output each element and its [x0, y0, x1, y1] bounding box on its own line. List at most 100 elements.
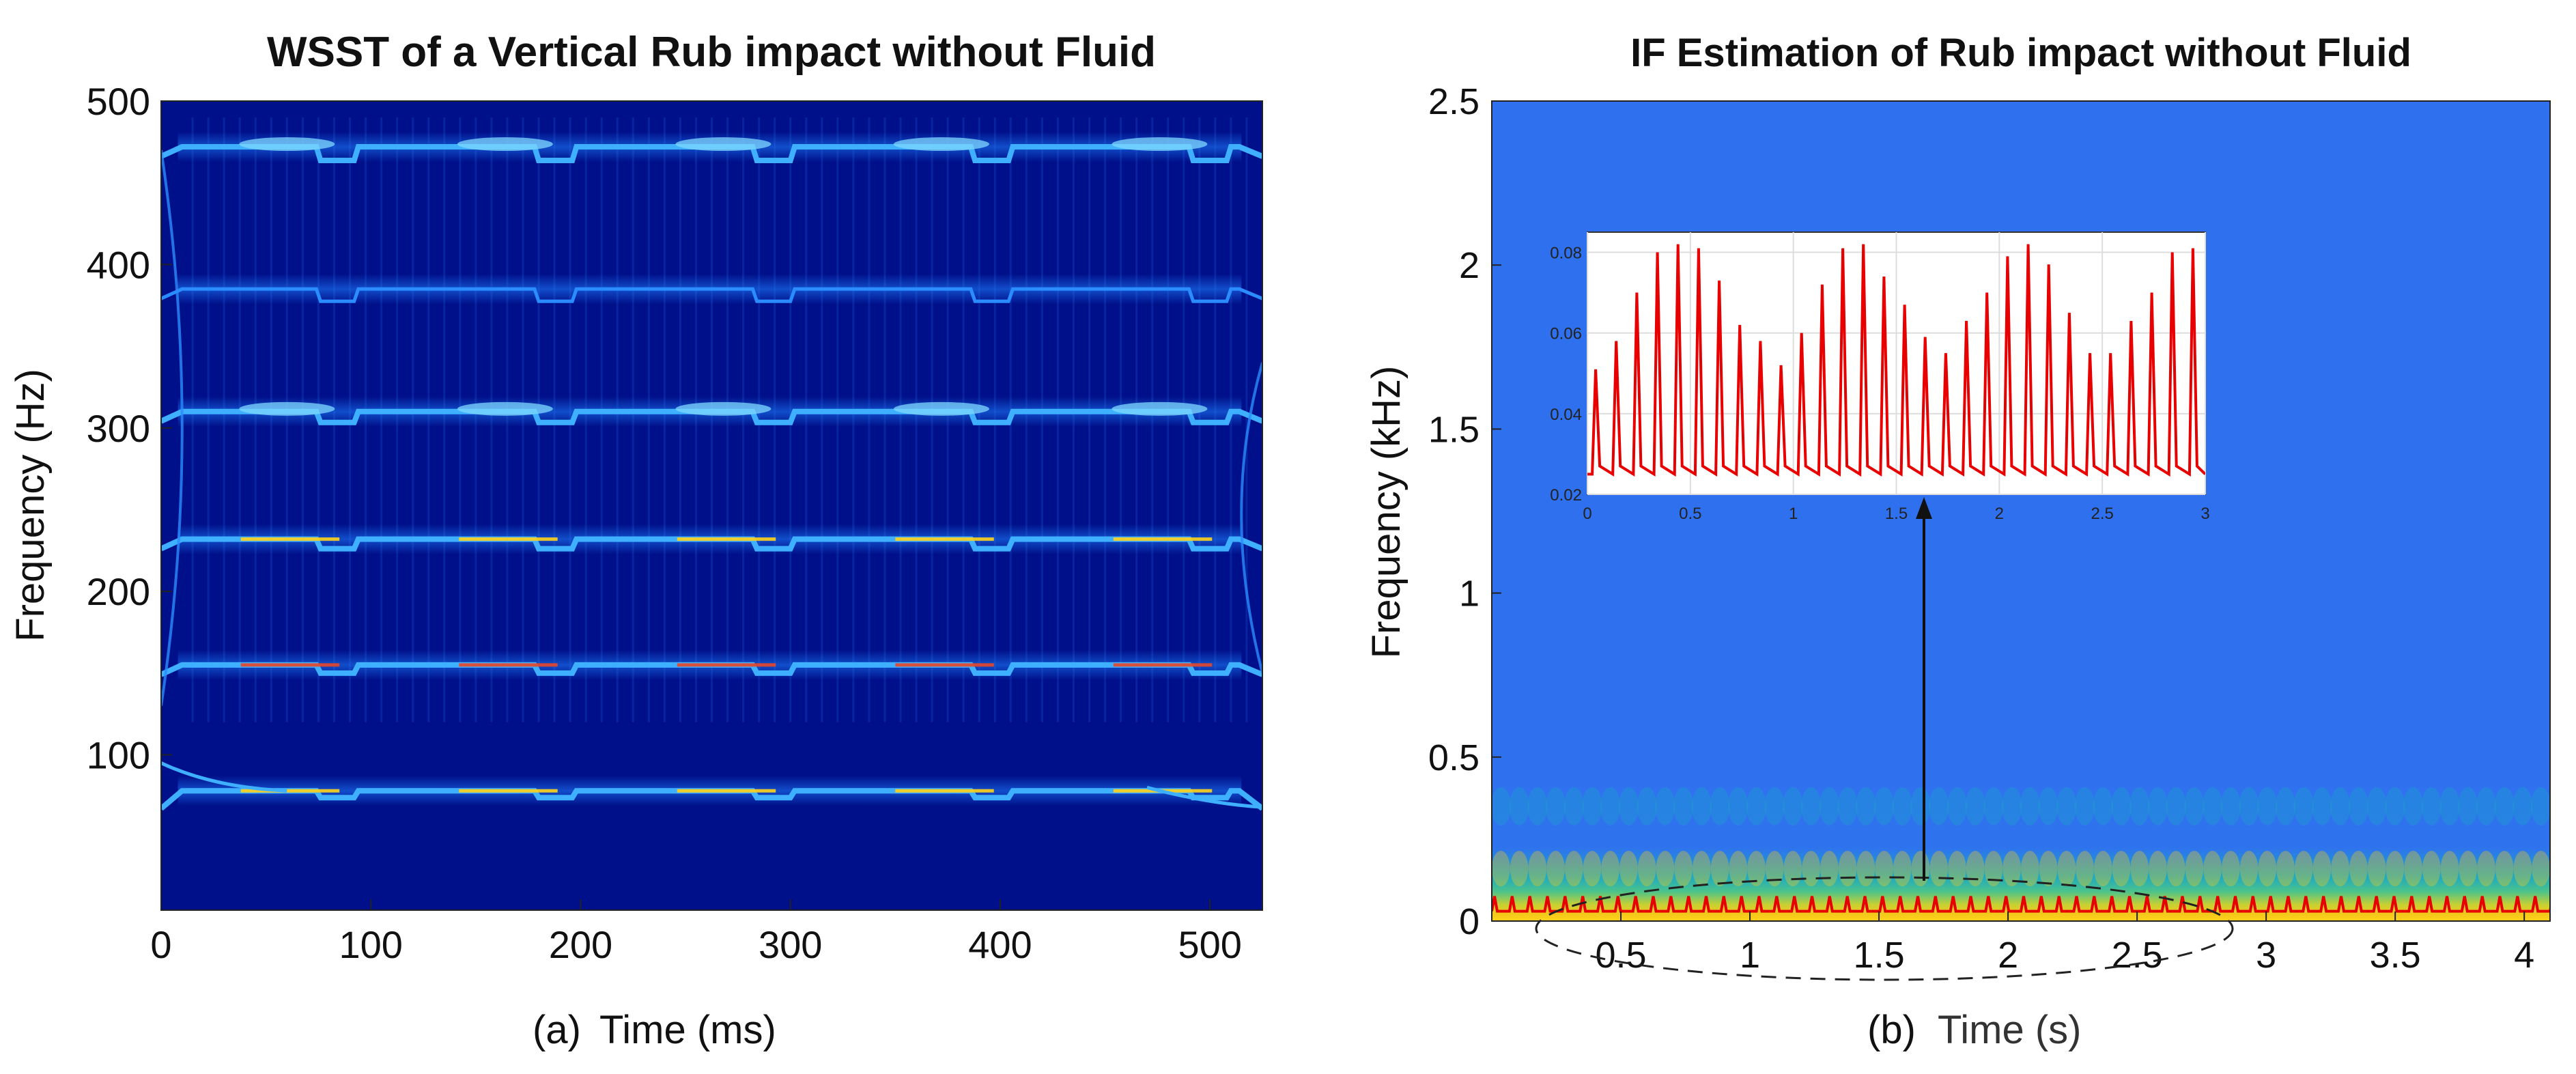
chart-b-scallop	[1966, 851, 1985, 887]
chart-b-ytick-label: 1.5	[1428, 409, 1480, 450]
chart-b-ylabel: Frequency (kHz)	[1364, 366, 1409, 659]
chart-b-scallop	[2459, 851, 2478, 887]
chart-b-scallop	[1819, 787, 1840, 825]
chart-b-scallop	[1546, 851, 1565, 887]
chart-a-ylabel: Frequency (Hz)	[8, 369, 53, 642]
chart-a-ridge-blob	[893, 401, 989, 416]
chart-a-ytick-label: 500	[87, 80, 150, 123]
chart-b-scallop	[1929, 787, 1949, 825]
chart-b-energy	[1492, 757, 2550, 921]
chart-b-scallop	[2275, 787, 2296, 825]
chart-a-title: WSST of a Vertical Rub impact without Fl…	[267, 29, 1156, 76]
chart-b-scallop	[2513, 851, 2532, 887]
chart-a-xlabel: Time (ms)	[599, 1008, 776, 1052]
chart-b-ytick-label: 0.5	[1428, 737, 1480, 778]
chart-b-scallop	[1965, 787, 1985, 825]
inset-ytick-label: 0.04	[1550, 406, 1582, 424]
chart-b-scallop	[2039, 851, 2058, 887]
chart-b-if-estimate	[1492, 896, 2550, 913]
chart-b-scallop	[2076, 851, 2094, 887]
chart-a-frame	[160, 100, 1263, 911]
chart-b-xtick-label: 2.5	[2112, 935, 2163, 976]
chart-a-ytick-label: 100	[87, 734, 150, 777]
chart-b-scallop	[2220, 787, 2241, 825]
chart-b-scallop	[2149, 851, 2167, 887]
chart-b-scallop	[2349, 851, 2368, 887]
chart-a-xtick-label: 300	[759, 923, 822, 966]
chart-b-scallop	[1509, 787, 1529, 825]
chart-b-scallop	[2421, 787, 2441, 825]
chart-b-scallop	[1692, 851, 1711, 887]
chart-b-scallop	[2258, 851, 2277, 887]
chart-b-scallop	[1947, 787, 1968, 825]
chart-b-scallop	[2184, 787, 2205, 825]
chart-b-xtick-label: 1.5	[1854, 935, 1905, 976]
chart-b-scallop	[2385, 787, 2405, 825]
chart-b-scallop	[2203, 851, 2222, 887]
chart-b-scallop	[1656, 851, 1675, 887]
chart-b-scallop	[2093, 851, 2112, 887]
chart-b-scallop	[1545, 787, 1566, 825]
chart-b-scallop	[1710, 787, 1730, 825]
chart-b-scallop	[1910, 787, 1931, 825]
chart-b-xtick-label: 1	[1740, 935, 1760, 976]
chart-b-scallop	[1710, 851, 1729, 887]
chart-b-scallop	[2513, 787, 2533, 825]
chart-b-scallop	[1600, 787, 1621, 825]
chart-b-scallop	[2239, 851, 2259, 887]
chart-b-scallop	[1856, 787, 1876, 825]
chart-b-scallop	[1783, 787, 1803, 825]
chart-b-energy-band	[1492, 757, 2550, 921]
chart-b-scallop	[2386, 851, 2405, 887]
chart-b-scallop	[1856, 851, 1876, 887]
chart-b-scallop	[1601, 851, 1620, 887]
chart-b-xlabel: Time (s)	[1938, 1008, 2081, 1052]
chart-b-scallop	[2439, 787, 2460, 825]
chart-a-ridge-blob	[457, 401, 553, 416]
chart-b-scallop	[1875, 851, 1893, 887]
chart-b-scallop	[2403, 787, 2424, 825]
chart-b-scallop	[2422, 851, 2441, 887]
chart-b-scallop	[2312, 851, 2332, 887]
inset-ytick-label: 0.06	[1550, 325, 1582, 343]
chart-b-scallop	[1563, 787, 1584, 825]
chart-b-scallop	[1820, 851, 1839, 887]
inset-xtick-label: 2.5	[2091, 505, 2113, 523]
chart-a-ytick-label: 300	[87, 407, 150, 450]
chart-b-scallop	[2166, 851, 2185, 887]
zoom-region-ellipse	[1535, 876, 2234, 981]
chart-b-scallop	[1783, 851, 1802, 887]
chart-b-scallop	[2494, 787, 2515, 825]
chart-a-xtick-label: 0	[150, 923, 171, 966]
chart-b-scallop	[1637, 787, 1657, 825]
chart-b-scallop	[2276, 851, 2295, 887]
inset-series	[1587, 244, 2205, 477]
chart-b-scallop	[1637, 851, 1656, 887]
chart-b-xtick-label: 3	[2256, 935, 2276, 976]
chart-b-scallop	[1837, 787, 1858, 825]
chart-b-xtick-label: 2	[1998, 935, 2018, 976]
chart-b-scallop	[2532, 851, 2550, 887]
chart-b-scallop	[1729, 851, 1748, 887]
chart-b-scallop	[2257, 787, 2278, 825]
chart-b-scallop	[1618, 787, 1639, 825]
chart-b-scallop	[1765, 851, 1784, 887]
chart-b-scallop	[1948, 851, 1966, 887]
chart-b-scallop	[1674, 851, 1693, 887]
chart-a-ridge	[161, 287, 1262, 303]
chart-b-scallop	[1929, 851, 1949, 887]
chart-b-scallop	[1802, 851, 1821, 887]
inset-xtick-label: 0.5	[1679, 505, 1701, 523]
chart-b-scallop	[2002, 851, 2021, 887]
chart-b-scallop	[1984, 851, 2003, 887]
chart-b-title: IF Estimation of Rub impact without Flui…	[1630, 31, 2411, 75]
chart-a-edge-curve	[161, 761, 287, 793]
chart-b-scallop	[1492, 787, 1512, 825]
chart-b-scallop	[2021, 851, 2039, 887]
chart-b-scallop	[2166, 787, 2186, 825]
chart-b-scallop	[2293, 787, 2314, 825]
inset-grid	[1587, 232, 2206, 495]
chart-b-ytick-label: 0	[1459, 901, 1480, 942]
